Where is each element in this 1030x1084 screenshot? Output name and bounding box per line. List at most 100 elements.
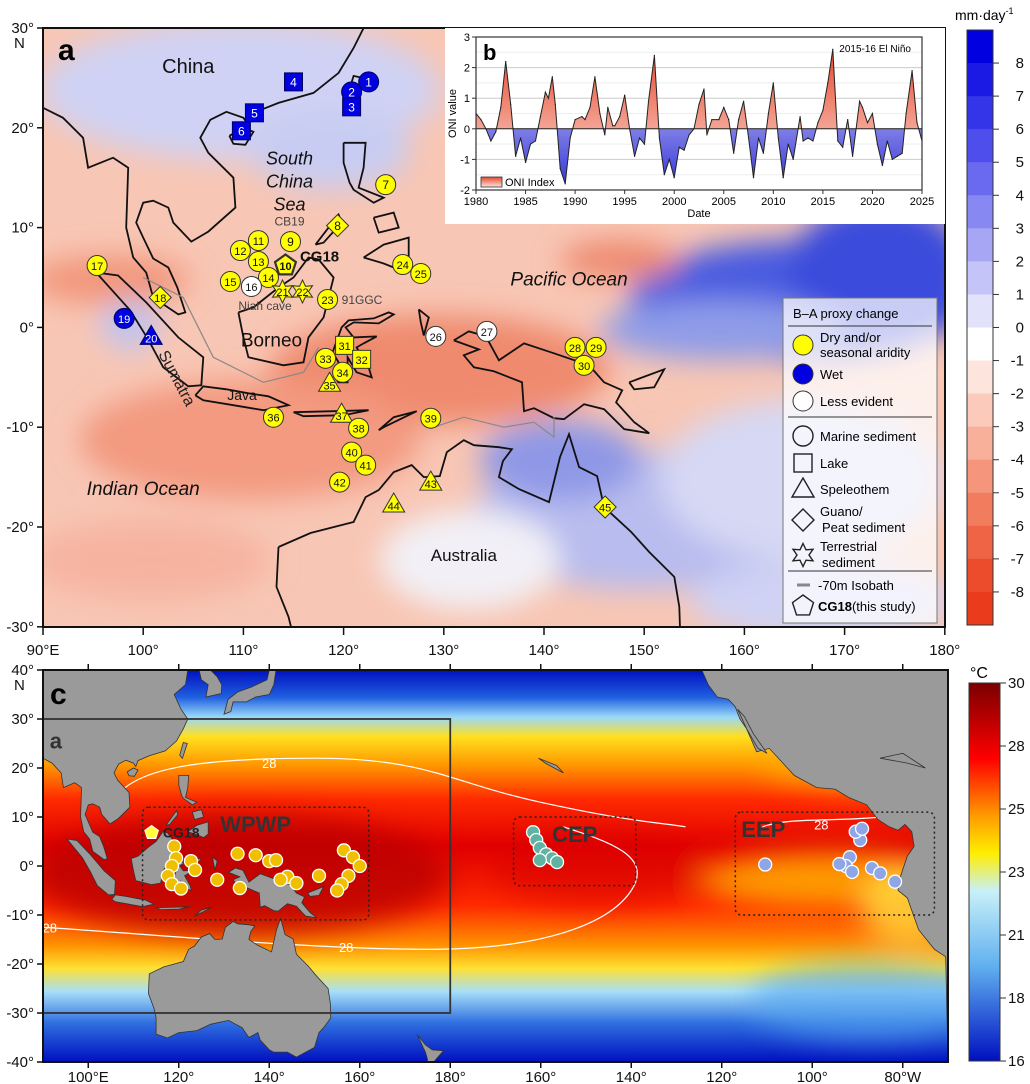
site-marker-26[interactable]: 26 [425,325,447,347]
sst-site-marker[interactable] [248,848,263,863]
site-marker-11[interactable]: 11 [247,230,269,252]
north-label: N [14,35,25,52]
sst-site-marker[interactable] [173,881,189,896]
coastline-timor [378,410,418,431]
site-marker-38[interactable]: 38 [348,417,370,439]
site-marker-20[interactable]: 20 [139,324,164,345]
oni-point [861,106,864,108]
sst-site-marker[interactable] [352,858,367,874]
sst-site-marker[interactable] [268,852,284,868]
site-marker-39[interactable]: 39 [420,407,442,429]
site-marker-34[interactable]: 34 [332,361,354,383]
site-marker-10[interactable]: 10 [273,253,298,276]
sst-site-marker[interactable] [887,874,903,889]
oni-point [911,70,913,72]
site-marker-14[interactable]: 14 [257,267,279,288]
sst-site-marker[interactable] [758,857,773,872]
site-marker-37[interactable]: 37 [329,402,354,423]
legend-swatch-wet [792,363,814,385]
site-marker-33[interactable]: 33 [315,347,337,369]
diamond-shape [325,213,350,238]
colorbar-unit: mm·day-1 [955,6,1014,23]
colorbar-tick-label: -4 [1011,452,1024,469]
sst-site-marker[interactable] [311,868,327,883]
site-marker-24[interactable]: 24 [392,254,414,276]
sst-site-marker[interactable] [230,846,245,861]
sst-site-marker[interactable] [854,821,870,836]
oni-point [658,137,660,139]
sst-site-marker[interactable] [232,880,247,896]
oni-point [747,137,750,139]
oni-point [738,119,740,121]
site-marker-8[interactable]: 8 [325,213,350,238]
site-marker-28[interactable]: 28 [564,336,586,358]
site-marker-30[interactable]: 30 [573,354,595,376]
sst-site-marker[interactable] [167,839,182,854]
site-marker-13[interactable]: 13 [247,251,269,273]
circle-shape [410,263,432,285]
site-marker-45[interactable]: 45 [593,495,617,519]
site-marker-44[interactable]: 44 [381,492,406,513]
site-marker-5[interactable]: 5 [244,103,264,123]
lon-tick-label: 90°E [27,642,60,659]
land-newbritain [307,885,325,897]
sst-site-marker[interactable] [549,854,565,870]
site-marker-42[interactable]: 42 [329,471,351,493]
site-marker-19[interactable]: 19 [113,307,135,329]
site-marker-16[interactable]: 16 [240,275,262,297]
site-marker-3[interactable]: 3 [342,97,362,117]
sst-site-marker[interactable] [210,872,225,887]
circle-shape [257,267,279,288]
site-marker-29[interactable]: 29 [585,336,607,358]
site-marker-43[interactable]: 43 [418,470,443,491]
site-marker-4[interactable]: 4 [284,72,303,92]
lon-tick-label: 140° [616,1069,647,1084]
sst-site-marker[interactable] [329,883,345,898]
site-marker-36[interactable]: 36 [262,406,284,428]
legend-swatch-dry [792,334,814,356]
oni-point [711,119,713,121]
sst-site-marker[interactable] [832,856,847,872]
sst-site-marker[interactable] [872,866,888,881]
site-number: 24 [397,260,409,272]
oni-point [647,100,650,102]
site-marker-12[interactable]: 12 [229,240,251,262]
site-marker-27[interactable]: 27 [476,320,498,342]
site-marker-32[interactable]: 32 [352,349,372,369]
sst-site-marker[interactable] [532,852,547,868]
north-label: N [14,677,25,694]
site-marker-31[interactable]: 31 [335,335,355,355]
sst-site-marker[interactable] [273,872,288,887]
coastline-java [194,385,292,412]
site-marker-23[interactable]: 23 [317,288,339,310]
circle-shape [219,270,241,292]
site-marker-17[interactable]: 17 [86,255,108,277]
site-marker-9[interactable]: 9 [279,231,301,253]
square-shape [284,72,303,92]
sst-site-marker[interactable] [844,864,860,880]
site-marker-41[interactable]: 41 [355,454,377,476]
oni-point [762,152,765,154]
colorbar-tick-label: -8 [1011,584,1024,601]
legend-label: Dry and/or [820,330,881,345]
site-marker-35[interactable]: 35 [317,371,342,392]
site-marker-18[interactable]: 18 [148,285,172,310]
site-marker-7[interactable]: 7 [375,174,397,196]
sst-site-marker[interactable] [289,876,304,891]
site-marker-25[interactable]: 25 [410,263,432,285]
panel-a-extent-box [43,718,452,1014]
site-marker-40[interactable]: 40 [341,441,363,463]
colorbar-band [967,558,993,593]
site-marker-6[interactable]: 6 [231,121,251,141]
site-number: 33 [319,354,331,366]
lat-tick-label: -20° [6,519,34,536]
site-marker-15[interactable]: 15 [219,270,241,292]
lat-tick-label: 30° [11,711,34,728]
el-nino-annotation: 2015-16 El Niño [839,44,911,55]
cg18-marker[interactable] [144,824,159,839]
site-marker-1[interactable]: 1 [358,71,380,93]
sst-site-marker[interactable] [187,862,203,878]
site-number: 40 [345,448,357,460]
site-marker-22[interactable]: 22 [291,278,314,305]
